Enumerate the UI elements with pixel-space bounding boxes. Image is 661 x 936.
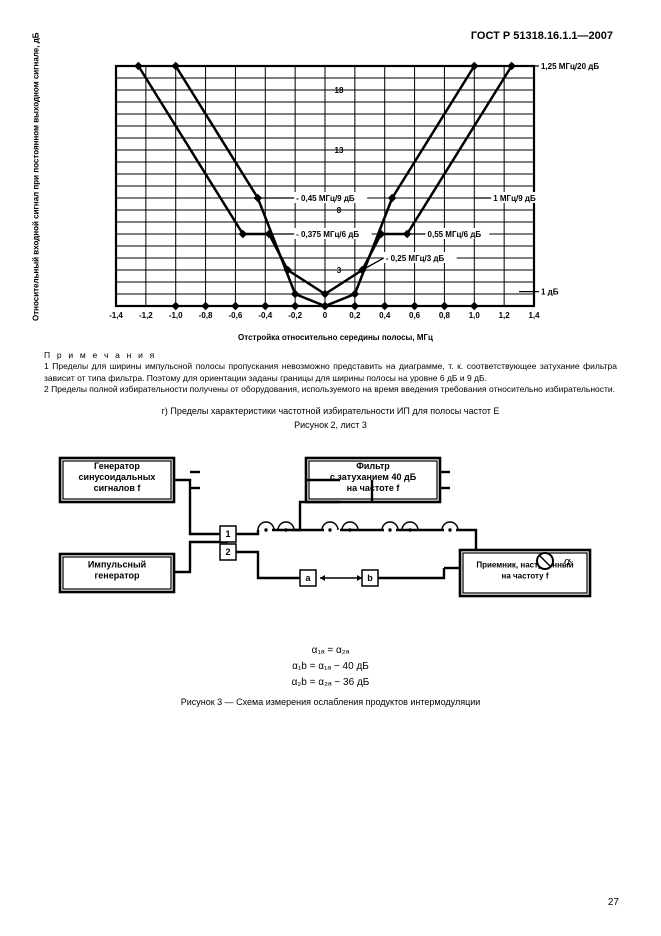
svg-text:2: 2 [225, 547, 230, 557]
chart-svg: -1,4 -1,2 -1,0 -0,8 -0,6 -0,4 -0,2 0 0,2 0,4 0,6 0,… [66, 60, 606, 326]
svg-text:8: 8 [336, 206, 341, 215]
diagram-svg: Генераторсинусоидальныхсигналов f Фильтрс… [40, 448, 600, 634]
svg-text:0: 0 [322, 311, 327, 320]
svg-text:-1,2: -1,2 [138, 311, 152, 320]
notes: П р и м е ч а н и я 1 Пределы для ширины… [44, 350, 617, 396]
svg-text:0,55 МГц/6 дБ: 0,55 МГц/6 дБ [427, 230, 481, 239]
figure3-caption: Рисунок 3 — Схема измерения ослабления п… [40, 697, 621, 707]
equations: α₁ₐ = α₂ₐ α₁b = α₁ₐ − 40 дБ α₂b = α₂ₐ − … [40, 643, 621, 691]
svg-text:- 0,25 МГц/3 дБ: - 0,25 МГц/3 дБ [385, 254, 444, 263]
svg-text:-0,6: -0,6 [228, 311, 242, 320]
svg-text:сигналов f: сигналов f [94, 483, 142, 493]
notes-heading: П р и м е ч а н и я [44, 350, 156, 360]
svg-text:с затуханием 40 дБ: с затуханием 40 дБ [330, 472, 417, 482]
eq3: α₂b = α₂ₐ − 36 дБ [292, 677, 370, 688]
svg-text:0,8: 0,8 [438, 311, 450, 320]
note-1: 1 Пределы для ширины импульсной полосы п… [44, 361, 617, 382]
svg-text:18: 18 [334, 86, 343, 95]
svg-text:Фильтр: Фильтр [356, 461, 390, 471]
svg-text:Генератор: Генератор [94, 461, 140, 471]
svg-text:-0,2: -0,2 [288, 311, 302, 320]
svg-text:- 0,45 МГц/9 дБ: - 0,45 МГц/9 дБ [296, 194, 355, 203]
svg-text:1 МГц/9 дБ: 1 МГц/9 дБ [493, 194, 536, 203]
note-2: 2 Пределы полной избирательности получен… [44, 384, 615, 394]
eq1: α₁ₐ = α₂ₐ [312, 645, 350, 656]
figure2-ref: Рисунок 2, лист 3 [40, 420, 621, 430]
svg-text:Приемник, настроенный: Приемник, настроенный [476, 560, 573, 569]
svg-text:α: α [564, 556, 571, 568]
doc-header: ГОСТ Р 51318.16.1.1—2007 [40, 30, 613, 42]
svg-text:1,25 МГц/20 дБ: 1,25 МГц/20 дБ [540, 62, 598, 71]
svg-text:-1,4: -1,4 [109, 311, 123, 320]
svg-text:1 дБ: 1 дБ [540, 288, 558, 297]
svg-text:на частоте f: на частоте f [347, 483, 401, 493]
svg-text:- 0,375 МГц/6 дБ: - 0,375 МГц/6 дБ [296, 230, 359, 239]
svg-text:синусоидальных: синусоидальных [79, 472, 156, 482]
svg-text:-0,8: -0,8 [198, 311, 212, 320]
intermod-diagram: Генераторсинусоидальныхсигналов f Фильтрс… [40, 448, 621, 639]
svg-text:-0,4: -0,4 [258, 311, 272, 320]
svg-text:0,2: 0,2 [349, 311, 361, 320]
svg-text:1,4: 1,4 [528, 311, 540, 320]
svg-text:-1,0: -1,0 [168, 311, 182, 320]
svg-text:b: b [367, 573, 373, 583]
selectivity-chart: Относительный входной сигнал при постоян… [56, 60, 606, 342]
figure2-subcaption: г) Пределы характеристики частотной изби… [40, 406, 621, 416]
eq2: α₁b = α₁ₐ − 40 дБ [292, 661, 369, 672]
svg-text:13: 13 [334, 146, 343, 155]
svg-text:Импульсный: Импульсный [88, 559, 146, 569]
page-number: 27 [608, 897, 619, 908]
x-axis-label: Отстройка относительно середины полосы, … [66, 333, 606, 342]
svg-text:1,2: 1,2 [498, 311, 510, 320]
svg-text:3: 3 [336, 266, 341, 275]
svg-text:0,4: 0,4 [379, 311, 391, 320]
svg-text:1: 1 [225, 529, 230, 539]
svg-text:0,6: 0,6 [409, 311, 421, 320]
svg-text:на частоту f: на частоту f [502, 571, 549, 580]
y-axis-label: Относительный входной сигнал при постоян… [31, 81, 40, 321]
svg-text:генератор: генератор [95, 570, 140, 580]
svg-text:1,0: 1,0 [468, 311, 480, 320]
